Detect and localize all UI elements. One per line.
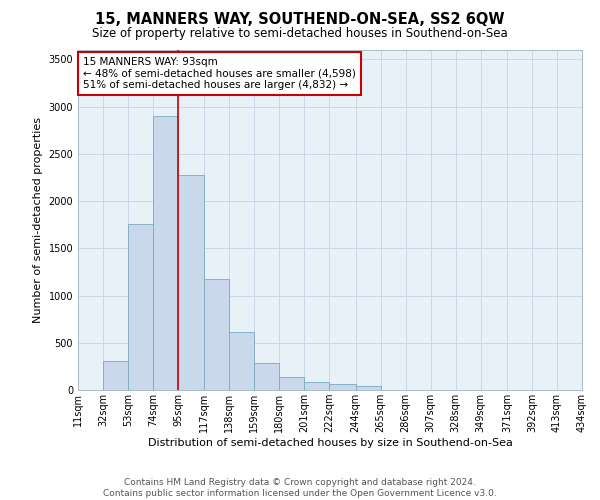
Text: Contains HM Land Registry data © Crown copyright and database right 2024.
Contai: Contains HM Land Registry data © Crown c… bbox=[103, 478, 497, 498]
Bar bbox=[153, 116, 178, 390]
Text: 15 MANNERS WAY: 93sqm
← 48% of semi-detached houses are smaller (4,598)
51% of s: 15 MANNERS WAY: 93sqm ← 48% of semi-deta… bbox=[83, 57, 356, 90]
Bar bbox=[280, 377, 304, 390]
Text: Size of property relative to semi-detached houses in Southend-on-Sea: Size of property relative to semi-detach… bbox=[92, 28, 508, 40]
Bar bbox=[128, 224, 153, 390]
Bar bbox=[204, 278, 229, 390]
Bar bbox=[329, 384, 356, 390]
Bar bbox=[254, 362, 280, 390]
Bar bbox=[229, 332, 254, 390]
Bar bbox=[304, 382, 329, 390]
Y-axis label: Number of semi-detached properties: Number of semi-detached properties bbox=[33, 117, 43, 323]
X-axis label: Distribution of semi-detached houses by size in Southend-on-Sea: Distribution of semi-detached houses by … bbox=[148, 438, 512, 448]
Bar bbox=[178, 174, 204, 390]
Bar bbox=[356, 386, 380, 390]
Bar bbox=[103, 360, 128, 390]
Text: 15, MANNERS WAY, SOUTHEND-ON-SEA, SS2 6QW: 15, MANNERS WAY, SOUTHEND-ON-SEA, SS2 6Q… bbox=[95, 12, 505, 28]
